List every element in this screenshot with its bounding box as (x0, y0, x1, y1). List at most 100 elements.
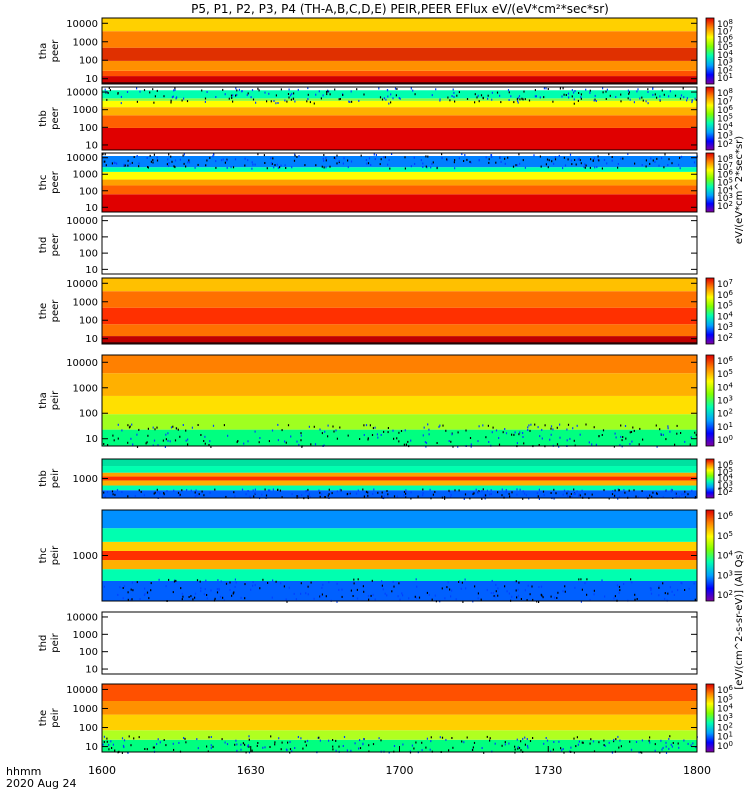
y-tick-label: 10 (85, 434, 98, 445)
noise-pixel (103, 741, 105, 743)
noise-pixel (338, 588, 340, 591)
noise-pixel (481, 490, 483, 493)
noise-pixel (396, 88, 398, 90)
noise-pixel (518, 153, 520, 156)
noise-pixel (569, 437, 571, 440)
noise-pixel (242, 742, 244, 745)
noise-pixel (274, 164, 276, 166)
noise-pixel (490, 489, 492, 492)
noise-pixel (457, 445, 459, 448)
noise-pixel (230, 166, 232, 169)
noise-pixel (603, 739, 605, 742)
noise-pixel (664, 597, 666, 600)
noise-pixel (173, 89, 175, 92)
noise-pixel (248, 738, 250, 741)
noise-pixel (111, 162, 113, 165)
noise-pixel (209, 440, 211, 443)
noise-pixel (199, 580, 201, 583)
noise-pixel (381, 491, 383, 494)
noise-pixel (127, 164, 129, 167)
noise-pixel (665, 438, 667, 441)
y-tick-label: 10000 (66, 19, 98, 30)
noise-pixel (380, 158, 382, 161)
noise-pixel (217, 579, 219, 582)
noise-pixel (150, 160, 152, 163)
noise-pixel (238, 88, 240, 91)
noise-pixel (522, 737, 524, 740)
noise-pixel (396, 495, 398, 498)
spectrogram-band (102, 60, 697, 71)
noise-pixel (241, 90, 243, 93)
noise-pixel (108, 743, 110, 746)
spectrogram-band (102, 510, 697, 529)
noise-pixel (350, 589, 352, 592)
noise-pixel (190, 489, 192, 492)
noise-pixel (215, 96, 217, 98)
panel-label-line2: peir (50, 707, 61, 727)
noise-pixel (223, 599, 225, 602)
noise-pixel (650, 592, 653, 595)
noise-pixel (583, 165, 585, 168)
noise-pixel (577, 743, 579, 746)
spectrogram-band (102, 730, 697, 740)
noise-pixel (622, 436, 624, 438)
noise-pixel (505, 489, 507, 491)
noise-pixel (138, 165, 140, 168)
noise-pixel (553, 741, 555, 743)
noise-pixel (200, 590, 202, 593)
noise-pixel (247, 744, 249, 747)
spectrogram-band (102, 476, 697, 481)
noise-pixel (194, 592, 197, 595)
y-tick-label: 1000 (73, 474, 98, 485)
noise-pixel (164, 446, 166, 448)
noise-pixel (187, 443, 189, 446)
y-tick-label: 10000 (66, 153, 98, 164)
noise-pixel (594, 98, 596, 101)
noise-pixel (210, 747, 212, 750)
noise-pixel (590, 738, 592, 741)
noise-pixel (252, 163, 254, 166)
noise-pixel (370, 594, 372, 597)
noise-pixel (635, 495, 637, 498)
noise-pixel (156, 89, 158, 92)
noise-pixel (538, 601, 540, 603)
noise-pixel (550, 595, 552, 598)
noise-pixel (153, 101, 155, 104)
noise-pixel (362, 742, 364, 745)
noise-pixel (324, 430, 326, 433)
noise-pixel (520, 749, 522, 752)
noise-pixel (580, 578, 582, 581)
y-tick-label: 1000 (73, 383, 98, 394)
noise-pixel (168, 164, 170, 167)
noise-pixel (201, 490, 203, 493)
noise-pixel (647, 88, 649, 91)
colorbar-tick-label: 107 (717, 278, 733, 290)
colorbar-tick-label: 102 (717, 721, 733, 733)
colorbar-tick-label: 102 (717, 64, 733, 76)
noise-pixel (693, 161, 696, 164)
noise-pixel (422, 492, 424, 495)
noise-pixel (136, 87, 138, 90)
noise-pixel (270, 100, 272, 103)
noise-pixel (216, 588, 218, 591)
noise-pixel (573, 91, 575, 94)
noise-pixel (517, 101, 519, 104)
y-tick-label: 1000 (73, 551, 98, 562)
noise-pixel (293, 92, 295, 95)
noise-pixel (305, 744, 307, 747)
noise-pixel (569, 153, 572, 156)
noise-pixel (184, 737, 186, 740)
noise-pixel (138, 489, 140, 492)
noise-pixel (421, 749, 423, 752)
noise-pixel (354, 742, 356, 745)
noise-pixel (381, 584, 383, 587)
noise-pixel (126, 91, 129, 93)
noise-pixel (188, 596, 190, 598)
noise-pixel (431, 598, 433, 601)
noise-pixel (581, 741, 583, 744)
noise-pixel (540, 585, 543, 588)
noise-pixel (247, 490, 249, 492)
noise-pixel (190, 595, 192, 598)
noise-pixel (430, 736, 432, 739)
